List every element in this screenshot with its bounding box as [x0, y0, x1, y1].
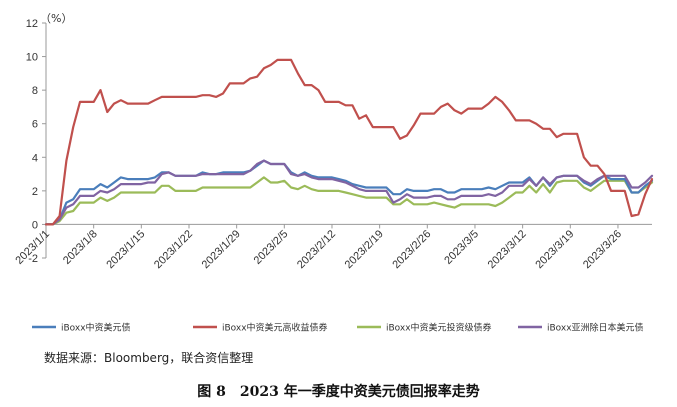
y-axis-ticks: -2 0 2 4 6 8 10 12 — [26, 18, 46, 265]
series-line-2 — [44, 58, 654, 226]
y-tick-label: 8 — [32, 85, 38, 97]
legend-label: iBoxx中资美元高收益债券 — [222, 322, 328, 334]
legend-item-2: iBoxx中资美元高收益债券 — [193, 322, 328, 334]
chart-legend: iBoxx中资美元债 iBoxx中资美元高收益债券 iBoxx中资美元投资级债券 iB… — [32, 322, 644, 334]
line-chart: -2 0 2 4 6 8 10 12 2023/1/1 2023/1/8 2023/1/15 202… — [13, 12, 654, 334]
y-tick-label: 0 — [32, 219, 38, 231]
x-tick-label: 2023/2/5 — [252, 228, 291, 267]
y-axis-unit-label: （%） — [40, 12, 72, 25]
legend-item-1: iBoxx中资美元债 — [32, 322, 131, 334]
legend-item-4: iBoxx亚洲除日本美元债 — [518, 322, 644, 334]
legend-label: iBoxx亚洲除日本美元债 — [547, 322, 644, 334]
y-tick-label: -2 — [28, 253, 38, 265]
data-source-note: 数据来源：Bloomberg，联合资信整理 — [44, 351, 254, 365]
x-tick-label: 2023/3/12 — [486, 228, 529, 271]
legend-item-3: iBoxx中资美元投资级债券 — [357, 322, 492, 334]
x-tick-label: 2023/2/26 — [390, 228, 433, 271]
y-tick-label: 2 — [32, 186, 38, 198]
x-tick-label: 2023/1/22 — [152, 228, 195, 271]
y-tick-label: 4 — [32, 152, 38, 164]
series-line-3 — [44, 176, 654, 226]
legend-label: iBoxx中资美元投资级债券 — [386, 322, 492, 334]
x-tick-label: 2023/3/26 — [581, 228, 624, 271]
series-line-4 — [44, 159, 654, 226]
chart-axes — [45, 23, 652, 258]
legend-label: iBoxx中资美元债 — [61, 322, 131, 334]
x-tick-label: 2023/3/19 — [533, 228, 576, 271]
x-axis-ticks: 2023/1/1 2023/1/8 2023/1/15 2023/1/22 2023/1… — [13, 224, 624, 271]
y-tick-label: 12 — [26, 18, 38, 30]
chart-series-lines — [44, 58, 654, 226]
x-tick-label: 2023/2/12 — [295, 228, 338, 271]
y-tick-label: 6 — [32, 119, 38, 131]
x-tick-label: 2023/1/29 — [200, 228, 243, 271]
x-tick-label: 2023/2/19 — [343, 228, 386, 271]
x-tick-label: 2023/1/8 — [61, 228, 100, 267]
x-tick-label: 2023/1/15 — [104, 228, 147, 271]
figure-caption: 图 8 2023 年一季度中资美元债回报率走势 — [197, 384, 480, 400]
x-tick-label: 2023/3/5 — [442, 228, 481, 267]
y-tick-label: 10 — [26, 52, 38, 64]
